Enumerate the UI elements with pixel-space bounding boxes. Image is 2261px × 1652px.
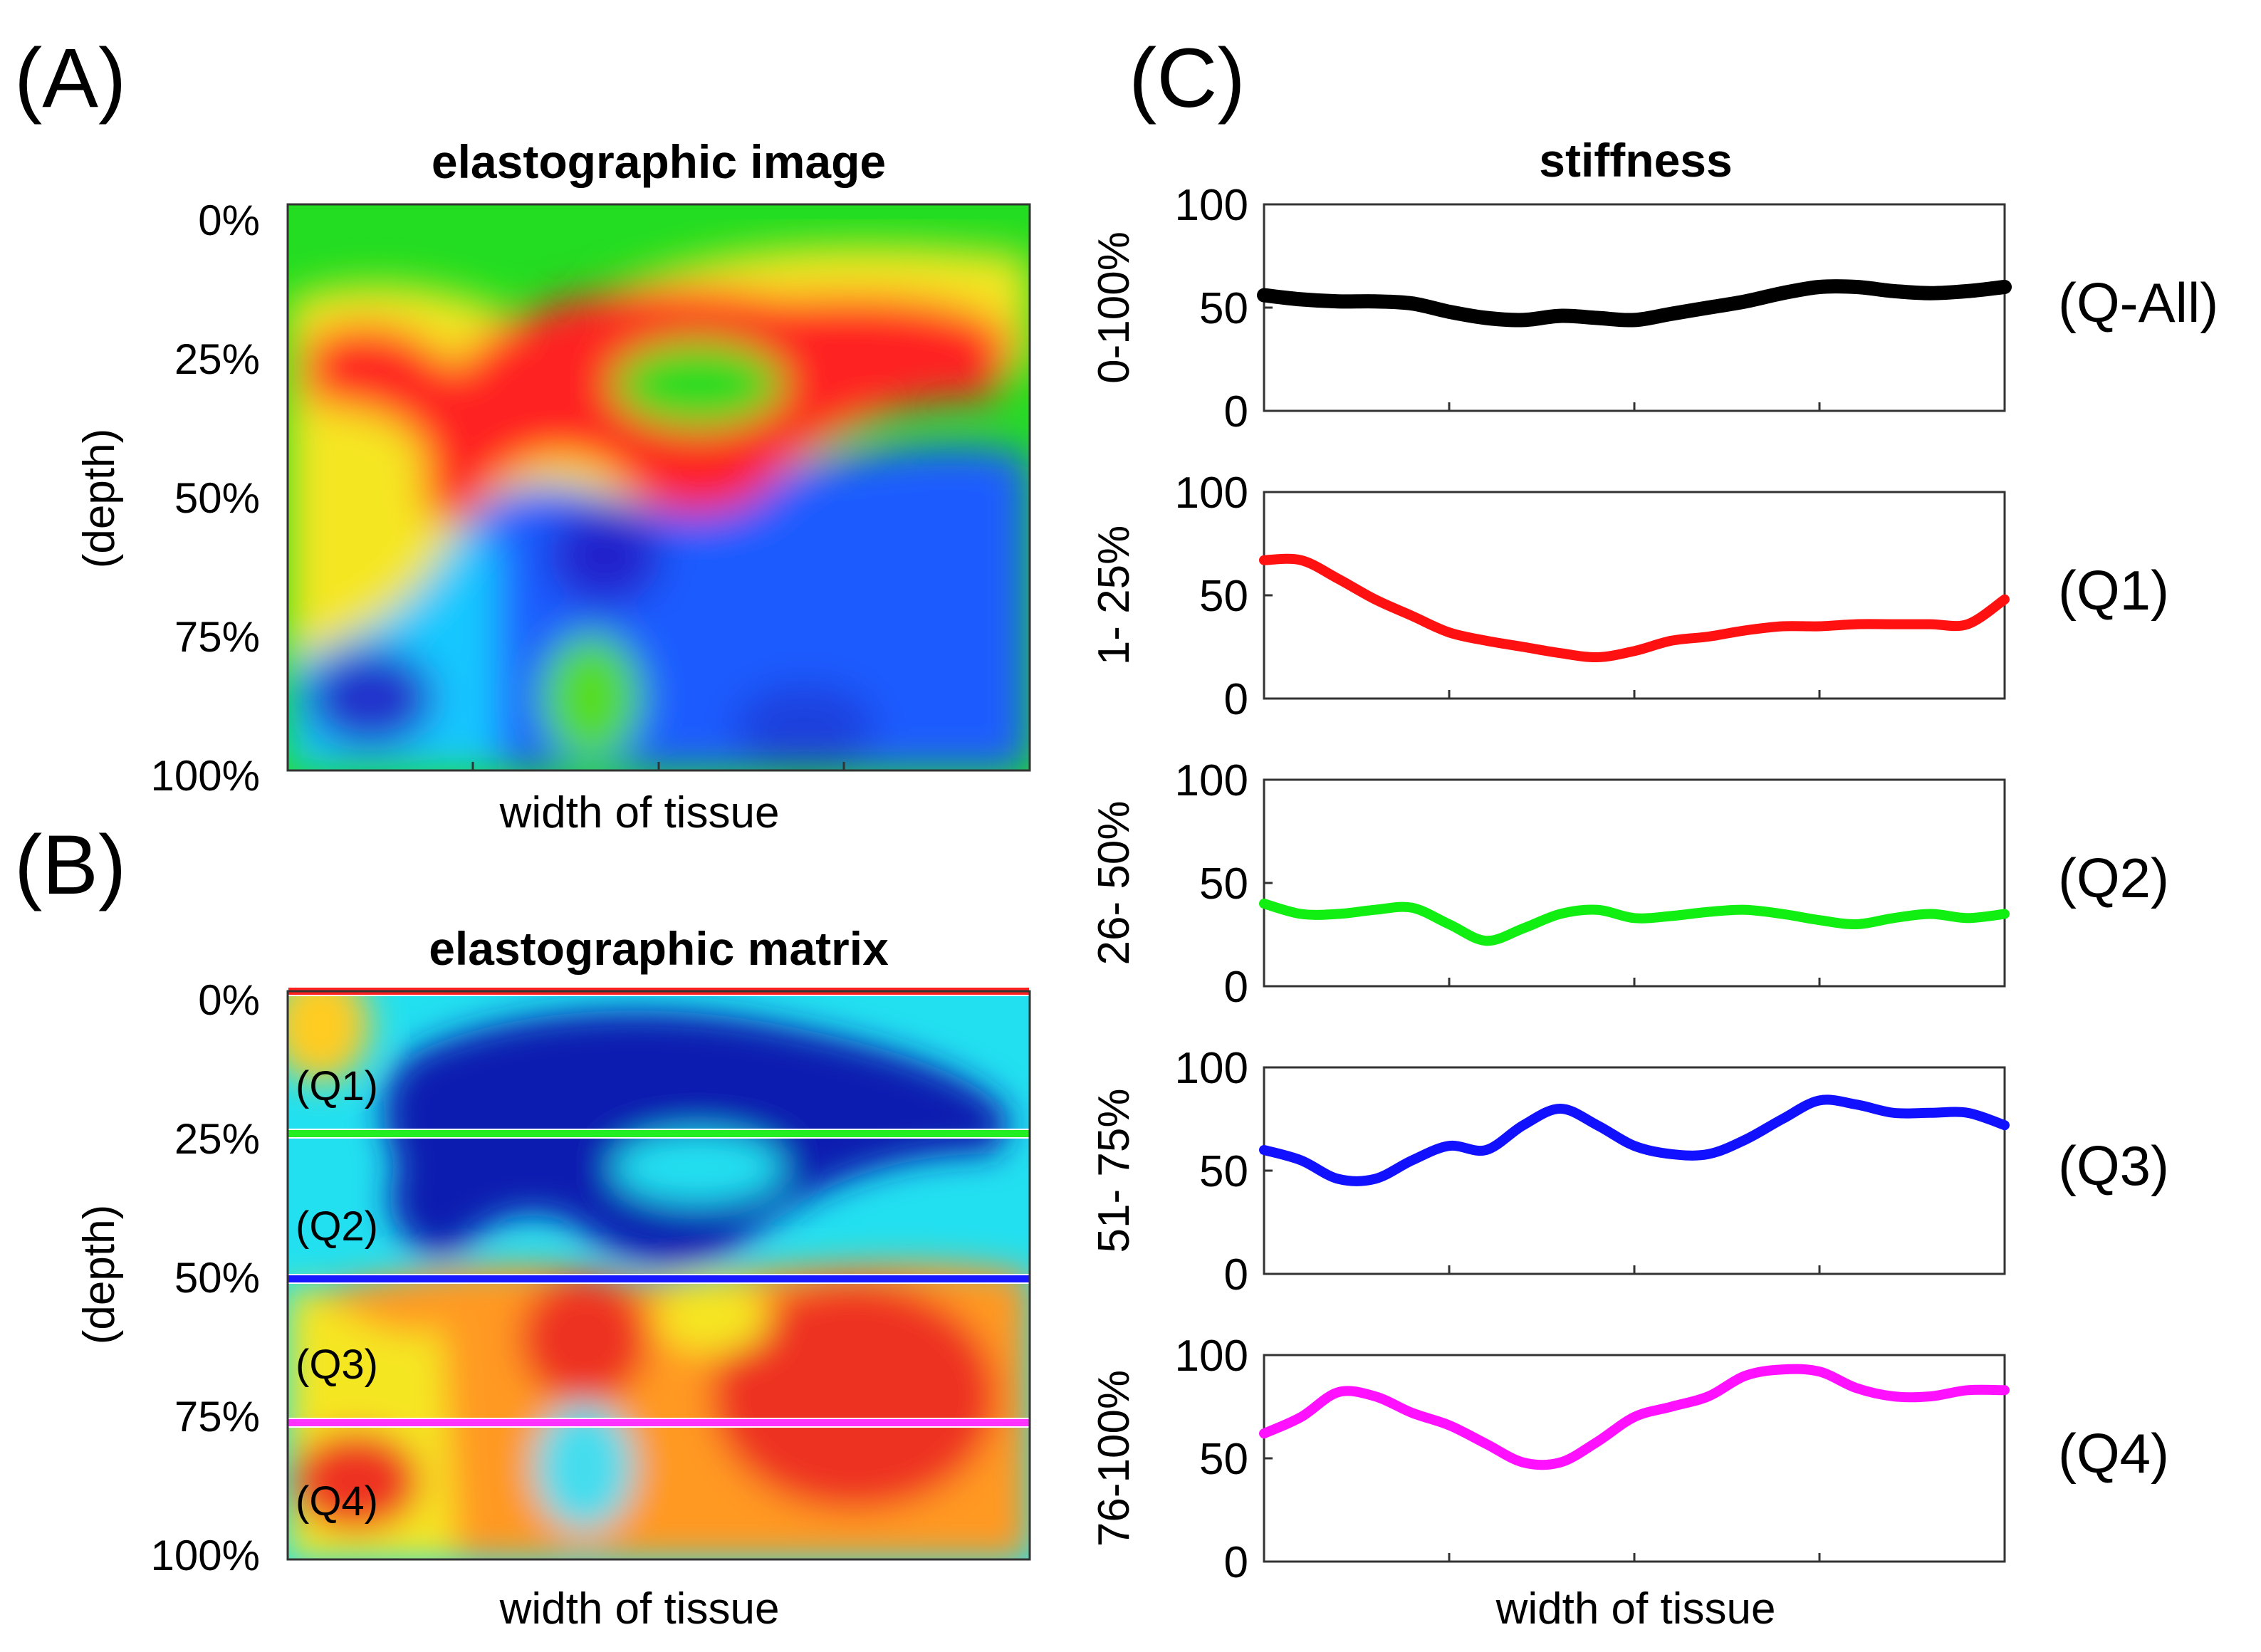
panel-b-quadrant-label-q3: (Q3)	[296, 1342, 378, 1388]
panel-b-title: elastographic matrix	[429, 922, 889, 975]
panel-a-title: elastographic image	[432, 135, 886, 188]
panel-b-quadrant-label-q1: (Q1)	[296, 1063, 378, 1109]
range-label: 76-100%	[1090, 1370, 1139, 1547]
y-tick-label-50: 50	[1199, 1147, 1248, 1196]
y-tick-label-100: 100	[1175, 181, 1248, 230]
y-tick-label-0: 0	[1224, 1250, 1248, 1300]
panel-b-ytick-0: 0%	[198, 976, 260, 1024]
elastographic-image-heatmap	[288, 204, 1030, 770]
divider-75-magenta	[287, 1418, 1030, 1428]
series-line	[1259, 553, 2010, 663]
series-label: (Q-All)	[2058, 271, 2218, 334]
panel-a-ytick-0: 0%	[198, 197, 260, 244]
series-line	[1257, 279, 2012, 328]
stiffness-subplot-1: 0 50 100 1- 25% (Q1)	[1090, 469, 2169, 724]
panel-b-dividers	[287, 986, 1030, 1428]
y-tick-label-50: 50	[1199, 859, 1248, 909]
panel-a-ytick-100: 100%	[151, 752, 260, 800]
panel-b-ytick-25: 25%	[174, 1115, 260, 1163]
stiffness-subplot-3: 0 50 100 51- 75% (Q3)	[1090, 1044, 2169, 1300]
series-line	[1259, 1364, 2010, 1470]
panel-b-letter: (B)	[14, 818, 126, 912]
stiffness-subplot-4: 0 50 100 76-100% (Q4)	[1090, 1332, 2169, 1587]
range-label: 51- 75%	[1090, 1089, 1139, 1253]
range-label: 26- 50%	[1090, 801, 1139, 966]
panel-b-ytick-50: 50%	[174, 1254, 260, 1302]
panel-b-frame	[286, 990, 1031, 1561]
y-tick-label-50: 50	[1199, 284, 1248, 333]
panel-a-ylabel: (depth)	[75, 429, 124, 568]
panel-b-ylabel: (depth)	[75, 1205, 124, 1344]
y-tick-label-100: 100	[1175, 469, 1248, 518]
panel-b-quadrant-label-q2: (Q2)	[296, 1203, 378, 1250]
stiffness-subplot-0: 0 50 100 0-100% (Q-All)	[1090, 181, 2218, 436]
y-tick-label-100: 100	[1175, 756, 1248, 805]
y-tick-label-0: 0	[1224, 387, 1248, 436]
y-tick-label-100: 100	[1175, 1332, 1248, 1381]
panel-b-ytick-100: 100%	[151, 1532, 260, 1579]
divider-50-blue	[287, 1274, 1030, 1284]
stiffness-subplot-2: 0 50 100 26- 50% (Q2)	[1090, 756, 2169, 1012]
y-tick-label-0: 0	[1224, 963, 1248, 1012]
y-tick-label-100: 100	[1175, 1044, 1248, 1093]
y-tick-label-50: 50	[1199, 1435, 1248, 1484]
series-label: (Q3)	[2058, 1134, 2169, 1197]
panel-a-ytick-25: 25%	[174, 335, 260, 383]
panel-a-xticks	[471, 762, 845, 770]
panel-b-ytick-75: 75%	[174, 1393, 260, 1441]
series-label: (Q4)	[2058, 1422, 2169, 1485]
panel-c-xlabel: width of tissue	[1495, 1584, 1776, 1633]
panel-c-letter: (C)	[1129, 31, 1246, 125]
panel-a-ytick-75: 75%	[174, 613, 260, 661]
series-label: (Q2)	[2058, 847, 2169, 909]
subplot-frame	[1263, 1354, 2006, 1563]
panel-a-ytick-50: 50%	[174, 474, 260, 522]
panel-c-title: stiffness	[1539, 134, 1732, 187]
range-label: 0-100%	[1090, 231, 1139, 384]
y-tick-label-0: 0	[1224, 1538, 1248, 1587]
panel-b-quadrant-label-q4: (Q4)	[296, 1478, 378, 1525]
subplot-frame	[1263, 778, 2006, 988]
series-line	[1259, 1094, 2010, 1186]
series-line	[1259, 899, 2010, 946]
panel-a-xlabel: width of tissue	[499, 788, 780, 837]
panel-a-letter: (A)	[14, 31, 126, 125]
subplot-frame	[1263, 1066, 2006, 1275]
range-label: 1- 25%	[1090, 526, 1139, 665]
stiffness-subplots: 0 50 100 0-100% (Q-All) 0 50 100 1- 25% (Q1) 0 50 10…	[1090, 181, 2218, 1587]
panel-b-xlabel: width of tissue	[499, 1584, 780, 1633]
series-label: (Q1)	[2058, 559, 2169, 622]
y-tick-label-50: 50	[1199, 572, 1248, 621]
y-tick-label-0: 0	[1224, 675, 1248, 724]
elastographic-matrix-heatmap	[288, 991, 1030, 1559]
divider-25-green	[287, 1129, 1030, 1139]
